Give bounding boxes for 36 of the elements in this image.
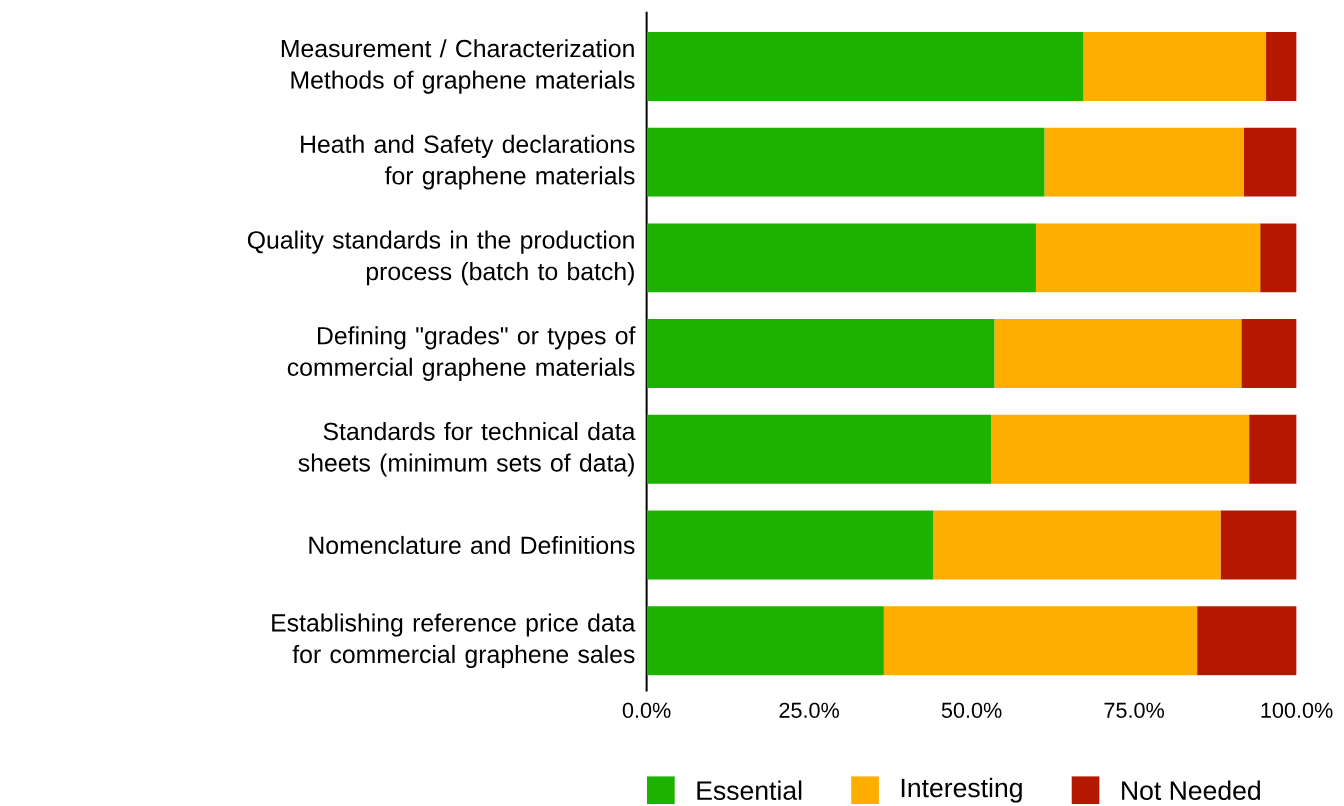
bar bbox=[1044, 127, 1244, 197]
x-tick-label: 0.0% bbox=[622, 702, 671, 718]
y-tick-label: Establishing reference price data for commercial graphene sales bbox=[272, 613, 636, 669]
x-tick-label: 75.0% bbox=[1104, 702, 1164, 718]
y-tick-label: Standards for technical data sheets (minimum sets of data) bbox=[298, 421, 636, 477]
bar bbox=[646, 127, 1045, 197]
bar bbox=[883, 606, 1198, 676]
bar bbox=[646, 606, 884, 676]
y-tick-label: Measurement / Characterization Methods of graphene materials bbox=[281, 39, 635, 94]
bar bbox=[1083, 31, 1267, 101]
bar bbox=[646, 223, 1036, 293]
legend-label: Essential bbox=[697, 780, 802, 800]
bar bbox=[933, 510, 1221, 580]
bar bbox=[646, 510, 934, 580]
y-tick-label: Quality standards in the production process (batch to batch) bbox=[247, 230, 634, 286]
legend-label: Not Needed bbox=[1122, 780, 1260, 800]
bar bbox=[994, 319, 1242, 389]
bar bbox=[1243, 127, 1297, 197]
bar bbox=[1035, 223, 1261, 293]
bar bbox=[1197, 606, 1297, 676]
bar bbox=[646, 319, 995, 389]
x-tick-label: 50.0% bbox=[941, 702, 1002, 718]
bar bbox=[646, 414, 992, 484]
bar bbox=[646, 31, 1084, 101]
legend-label: Interesting bbox=[901, 777, 1022, 803]
y-tick-label: Nomenclature and Definitions bbox=[309, 535, 635, 555]
x-tick-label: 25.0% bbox=[779, 702, 840, 718]
y-tick-label: Heath and Safety declarations for graphene materials bbox=[301, 134, 635, 190]
bar bbox=[991, 414, 1250, 484]
x-tick-label: 100.0% bbox=[1261, 702, 1333, 718]
bar bbox=[1220, 510, 1297, 580]
bar bbox=[1266, 31, 1297, 101]
bar bbox=[1249, 414, 1297, 484]
bar bbox=[1260, 223, 1297, 293]
y-tick-label: Defining "grades" or types of commercial graphene materials bbox=[287, 326, 636, 381]
bar bbox=[1241, 319, 1297, 389]
